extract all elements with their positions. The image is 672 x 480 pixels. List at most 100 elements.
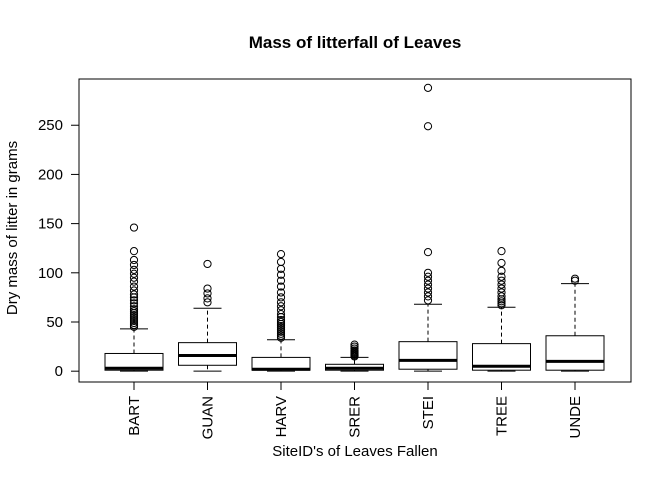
- x-tick-label: TREE: [494, 396, 511, 436]
- x-axis: BART GUAN HARV SRER STEI TREE UNDE: [126, 381, 584, 439]
- outlier-point: [423, 288, 433, 297]
- outlier-point: [129, 273, 139, 282]
- box-unde: [545, 274, 605, 372]
- y-tick-label: 150: [38, 216, 63, 233]
- outlier-point: [129, 314, 139, 324]
- x-tick-label: HARV: [273, 396, 290, 437]
- outlier-point: [350, 340, 359, 349]
- outlier-point: [129, 299, 139, 308]
- box-stei: [398, 83, 458, 372]
- outlier-point: [497, 247, 506, 256]
- outlier-point: [203, 298, 212, 307]
- outlier-point: [276, 276, 286, 285]
- outlier-point: [129, 282, 139, 291]
- outlier-point: [497, 266, 506, 275]
- outlier-point: [129, 290, 139, 299]
- outlier-point: [276, 282, 286, 291]
- box-iqr: [545, 335, 605, 371]
- outlier-point: [497, 288, 506, 297]
- outlier-point: [423, 292, 433, 301]
- outlier-point: [497, 272, 506, 281]
- outlier-point: [129, 260, 139, 270]
- outlier-point: [497, 280, 506, 289]
- outlier-point: [129, 223, 139, 232]
- outlier-point: [570, 276, 580, 285]
- outlier-point: [497, 292, 506, 301]
- x-axis-label: SiteID's of Leaves Fallen: [272, 443, 437, 460]
- outlier-point: [203, 284, 212, 293]
- outlier-point: [129, 277, 139, 286]
- outlier-point: [276, 325, 286, 334]
- outlier-point: [276, 317, 286, 327]
- outlier-point: [129, 320, 139, 330]
- outlier-point: [423, 296, 433, 305]
- outlier-point: [129, 318, 139, 328]
- box-iqr: [104, 352, 164, 371]
- outlier-point: [129, 305, 139, 314]
- outlier-point: [350, 342, 359, 351]
- outlier-point: [129, 296, 139, 305]
- box-tree: [472, 247, 531, 372]
- outlier-point: [276, 323, 286, 332]
- outlier-point: [276, 250, 286, 259]
- outlier-point: [276, 302, 286, 311]
- x-tick-label: SRER: [347, 396, 364, 438]
- outlier-point: [203, 294, 212, 303]
- outlier-point: [276, 306, 286, 315]
- outlier-point: [129, 265, 139, 274]
- outlier-point: [129, 302, 139, 311]
- box-series: [104, 83, 605, 372]
- outlier-point: [276, 315, 286, 325]
- x-tick-label: BART: [126, 396, 143, 436]
- outlier-point: [129, 286, 139, 295]
- box-harv: [251, 250, 311, 372]
- y-tick-label: 50: [46, 314, 63, 331]
- outlier-point: [423, 122, 433, 131]
- outlier-point: [276, 270, 286, 279]
- y-tick-label: 250: [38, 117, 63, 134]
- outlier-point: [423, 276, 433, 285]
- x-tick-label: UNDE: [567, 396, 584, 439]
- outlier-point: [276, 333, 286, 342]
- outlier-point: [129, 311, 139, 320]
- y-axis-label: Dry mass of litter in grams: [4, 141, 21, 315]
- outlier-point: [497, 301, 506, 310]
- outlier-point: [276, 329, 286, 338]
- outlier-point: [129, 255, 139, 265]
- outlier-point: [497, 297, 506, 306]
- outlier-point: [203, 259, 212, 269]
- outlier-point: [276, 331, 286, 340]
- y-tick-label: 200: [38, 166, 63, 183]
- box-guan: [178, 259, 237, 372]
- outlier-point: [129, 312, 139, 322]
- outlier-point: [570, 274, 580, 283]
- outlier-point: [350, 344, 359, 353]
- outlier-point: [497, 258, 506, 268]
- outlier-point: [423, 248, 433, 257]
- y-tick-label: 0: [55, 363, 63, 380]
- outlier-point: [276, 288, 286, 297]
- outlier-point: [203, 289, 212, 298]
- box-bart: [104, 223, 164, 372]
- outlier-point: [129, 316, 139, 326]
- outlier-point: [276, 310, 286, 319]
- outlier-point: [129, 247, 139, 256]
- x-tick-label: STEI: [420, 396, 437, 429]
- outlier-point: [423, 280, 433, 289]
- box-iqr: [398, 341, 458, 370]
- outlier-point: [276, 257, 286, 267]
- outlier-point: [423, 83, 433, 92]
- outlier-point: [497, 284, 506, 293]
- outlier-point: [129, 307, 139, 316]
- outlier-point: [129, 269, 139, 278]
- x-tick-label: GUAN: [200, 396, 217, 439]
- y-tick-label: 100: [38, 265, 63, 282]
- outlier-point: [276, 293, 286, 302]
- outlier-point: [276, 321, 286, 331]
- outlier-point: [423, 284, 433, 293]
- outlier-point: [276, 327, 286, 336]
- y-axis: 0 50 100 150 200 250: [38, 117, 80, 380]
- outlier-point: [350, 346, 359, 355]
- outlier-point: [129, 322, 139, 332]
